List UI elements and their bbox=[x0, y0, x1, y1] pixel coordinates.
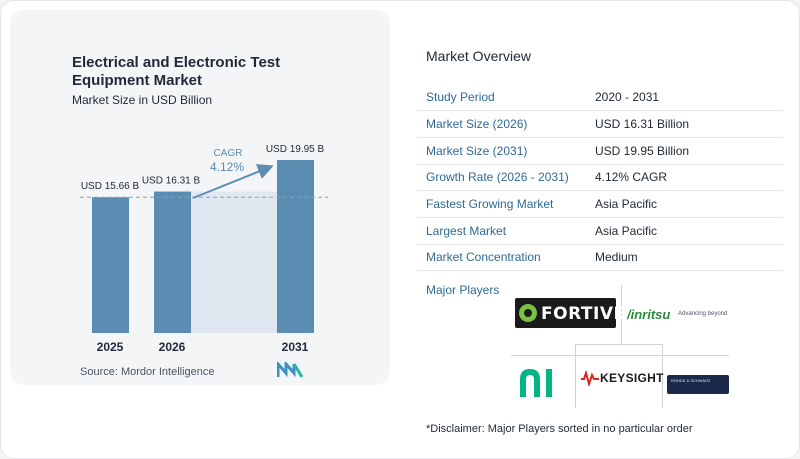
chart-subtitle: Market Size in USD Billion bbox=[72, 93, 213, 107]
bar-2031 bbox=[277, 160, 314, 333]
anritsu-tagline: Advancing beyond bbox=[678, 311, 728, 317]
cagr-label: CAGR bbox=[214, 148, 243, 159]
value-label: USD 16.31 B bbox=[142, 176, 201, 187]
overview-table: Study Period 2020 - 2031 Market Size (202… bbox=[417, 84, 783, 272]
growth-shade bbox=[191, 191, 277, 333]
overview-row: Study Period 2020 - 2031 bbox=[417, 84, 783, 112]
logo-divider bbox=[621, 285, 622, 344]
cagr-value: 4.12% bbox=[210, 160, 244, 174]
overview-key: Growth Rate (2026 - 2031) bbox=[417, 164, 587, 192]
bar-2026 bbox=[154, 191, 191, 333]
overview-key: Study Period bbox=[417, 84, 587, 112]
overview-row: Market Concentration Medium bbox=[417, 244, 783, 272]
fortive-logo: FORTIVE bbox=[515, 298, 625, 328]
logo-divider bbox=[575, 344, 576, 408]
overview-value: USD 16.31 Billion bbox=[587, 110, 783, 138]
overview-key: Market Size (2031) bbox=[417, 137, 587, 165]
value-label: USD 19.95 B bbox=[266, 144, 325, 155]
category-label: 2025 bbox=[97, 340, 124, 354]
logo-divider bbox=[575, 344, 663, 345]
source-note: Source: Mordor Intelligence bbox=[80, 366, 215, 378]
overview-key: Market Concentration bbox=[417, 244, 587, 272]
anritsu-logo: /inritsu bbox=[627, 307, 671, 322]
overview-value: Medium bbox=[587, 244, 783, 272]
overview-value: Asia Pacific bbox=[587, 217, 783, 245]
overview-row: Growth Rate (2026 - 2031) 4.12% CAGR bbox=[417, 164, 783, 192]
rohde-schwarz-logo: ROHDE & SCHWARZ bbox=[667, 375, 729, 394]
disclaimer: *Disclaimer: Major Players sorted in no … bbox=[426, 423, 693, 435]
ni-logo bbox=[520, 369, 552, 397]
logo-divider bbox=[511, 355, 729, 356]
overview-value: USD 19.95 Billion bbox=[587, 137, 783, 165]
overview-value: 2020 - 2031 bbox=[587, 84, 783, 112]
overview-value: 4.12% CAGR bbox=[587, 164, 783, 192]
overview-row: Market Size (2026) USD 16.31 Billion bbox=[417, 110, 783, 138]
bar-2025 bbox=[92, 197, 129, 333]
keysight-wave-icon bbox=[581, 370, 599, 386]
overview-row: Largest Market Asia Pacific bbox=[417, 217, 783, 245]
category-label: 2026 bbox=[159, 340, 186, 354]
category-label: 2031 bbox=[282, 340, 309, 354]
overview-title: Market Overview bbox=[426, 48, 532, 64]
overview-key: Market Size (2026) bbox=[417, 110, 587, 138]
logo-divider bbox=[662, 344, 663, 408]
cagr-arrow bbox=[192, 164, 274, 199]
mordor-logo bbox=[277, 362, 303, 378]
fortive-mark-icon bbox=[519, 304, 537, 322]
value-label: USD 15.66 B bbox=[81, 181, 140, 192]
overview-key: Fastest Growing Market bbox=[417, 190, 587, 218]
rohde-schwarz-logo-text: ROHDE & SCHWARZ bbox=[671, 378, 711, 383]
overview-row: Market Size (2031) USD 19.95 Billion bbox=[417, 137, 783, 165]
major-players-title: Major Players bbox=[426, 283, 500, 297]
fortive-logo-text: FORTIVE bbox=[541, 304, 626, 324]
overview-row: Fastest Growing Market Asia Pacific bbox=[417, 190, 783, 218]
overview-value: Asia Pacific bbox=[587, 190, 783, 218]
keysight-logo-text: KEYSIGHT bbox=[600, 371, 664, 385]
overview-key: Largest Market bbox=[417, 217, 587, 245]
chart-title: Electrical and Electronic Test Equipment… bbox=[72, 54, 281, 89]
